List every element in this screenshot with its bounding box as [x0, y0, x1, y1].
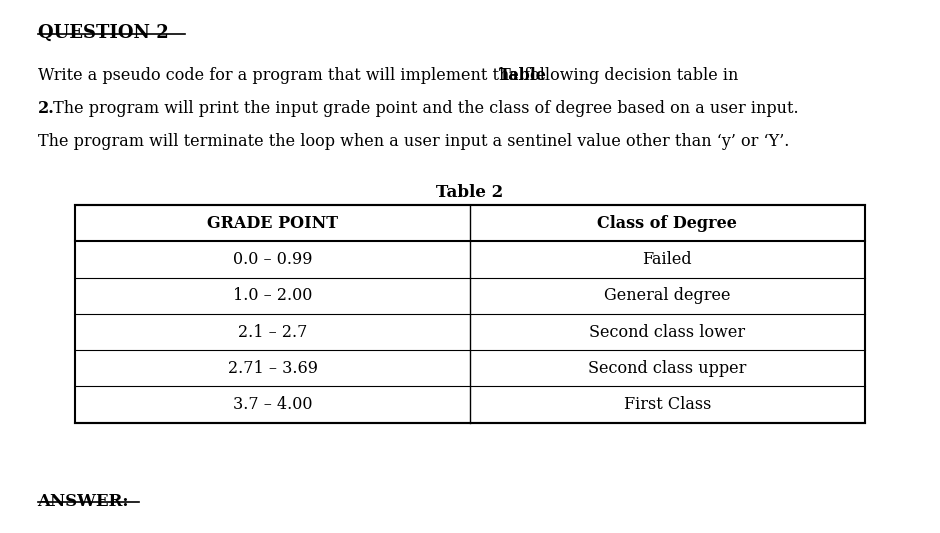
Text: Table: Table	[498, 67, 546, 84]
Text: 2.: 2.	[38, 100, 55, 117]
Text: 0.0 – 0.99: 0.0 – 0.99	[233, 251, 312, 268]
Bar	[75, 205, 865, 423]
Text: ANSWER:: ANSWER:	[38, 493, 129, 510]
Text: 2.1 – 2.7: 2.1 – 2.7	[238, 324, 307, 341]
Text: Write a pseudo code for a program that will implement the following decision tab: Write a pseudo code for a program that w…	[38, 67, 744, 84]
Text: 3.7 – 4.00: 3.7 – 4.00	[233, 396, 312, 413]
Text: QUESTION 2: QUESTION 2	[38, 24, 168, 42]
Text: Class of Degree: Class of Degree	[598, 215, 737, 232]
Text: Failed: Failed	[643, 251, 692, 268]
Text: 1.0 – 2.00: 1.0 – 2.00	[233, 287, 312, 304]
Text: Second class lower: Second class lower	[589, 324, 745, 341]
Text: The program will print the input grade point and the class of degree based on a : The program will print the input grade p…	[48, 100, 799, 117]
Text: 2.71 – 3.69: 2.71 – 3.69	[227, 360, 318, 377]
Text: Table 2: Table 2	[436, 184, 504, 201]
Text: General degree: General degree	[604, 287, 730, 304]
Text: First Class: First Class	[624, 396, 711, 413]
Text: GRADE POINT: GRADE POINT	[207, 215, 338, 232]
Text: The program will terminate the loop when a user input a sentinel value other tha: The program will terminate the loop when…	[38, 133, 789, 150]
Text: Second class upper: Second class upper	[588, 360, 746, 377]
